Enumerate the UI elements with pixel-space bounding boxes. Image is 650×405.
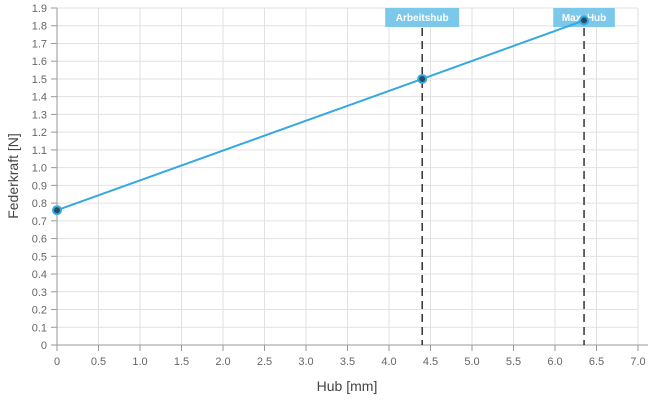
y-tick-label: 1.0 xyxy=(32,163,47,175)
y-tick-label: 1.5 xyxy=(32,74,47,86)
x-tick-label: 0 xyxy=(54,356,60,368)
x-tick-label: 3.5 xyxy=(340,356,355,368)
x-tick-label: 6.0 xyxy=(547,356,562,368)
y-tick-label: 1.3 xyxy=(32,109,47,121)
x-tick-label: 3.0 xyxy=(298,356,313,368)
x-tick-label: 1.0 xyxy=(132,356,147,368)
y-tick-label: 1.1 xyxy=(32,145,47,157)
y-tick-label: 1.8 xyxy=(32,21,47,33)
y-tick-label: 0 xyxy=(41,340,47,352)
data-point xyxy=(52,205,62,216)
annotations: Arbeitshub Max. Hub xyxy=(385,8,615,345)
x-tick-label: 0.5 xyxy=(91,356,106,368)
y-tick-label: 0.6 xyxy=(32,234,47,246)
x-tick-label: 5.0 xyxy=(464,356,479,368)
y-tick-label: 1.9 xyxy=(32,3,47,15)
grid xyxy=(56,7,639,346)
x-tick-label: 4.0 xyxy=(381,356,396,368)
y-tick-label: 0.9 xyxy=(32,180,47,192)
x-tick-label: 2.0 xyxy=(215,356,230,368)
y-tick-label: 0.2 xyxy=(32,305,47,317)
x-axis-label: Hub [mm] xyxy=(317,378,378,394)
y-tick-label: 0.3 xyxy=(32,287,47,299)
x-tick-label: 5.5 xyxy=(506,356,521,368)
annotation-label-box xyxy=(385,8,460,27)
x-tick-label: 2.5 xyxy=(257,356,272,368)
y-tick-label: 1.2 xyxy=(32,127,47,139)
y-tick-label: 0.7 xyxy=(32,216,47,228)
y-tick-label: 1.6 xyxy=(32,56,47,68)
y-tick-label: 0.1 xyxy=(32,322,47,334)
data-point xyxy=(579,15,590,26)
y-axis-label: Federkraft [N] xyxy=(5,133,21,219)
y-tick-label: 1.7 xyxy=(32,38,47,50)
axes: 0 0.5 1.0 1.5 2.0 2.5 3.0 3.5 4.0 4.5 5.0 5.5 6.0 6.5… xyxy=(32,3,648,368)
x-tick-label: 6.5 xyxy=(589,356,604,368)
y-tick-label: 0.8 xyxy=(32,198,47,210)
series-line xyxy=(56,19,585,212)
x-tick-label: 1.5 xyxy=(174,356,189,368)
series xyxy=(52,15,590,216)
data-point xyxy=(417,73,428,84)
y-tick-label: 1.4 xyxy=(32,92,47,104)
annotation-label: Arbeitshub xyxy=(396,13,449,24)
x-tick-label: 4.5 xyxy=(423,356,438,368)
x-tick-label: 7.0 xyxy=(630,356,645,368)
y-tick-label: 0.5 xyxy=(32,251,47,263)
y-tick-label: 0.4 xyxy=(32,269,47,281)
